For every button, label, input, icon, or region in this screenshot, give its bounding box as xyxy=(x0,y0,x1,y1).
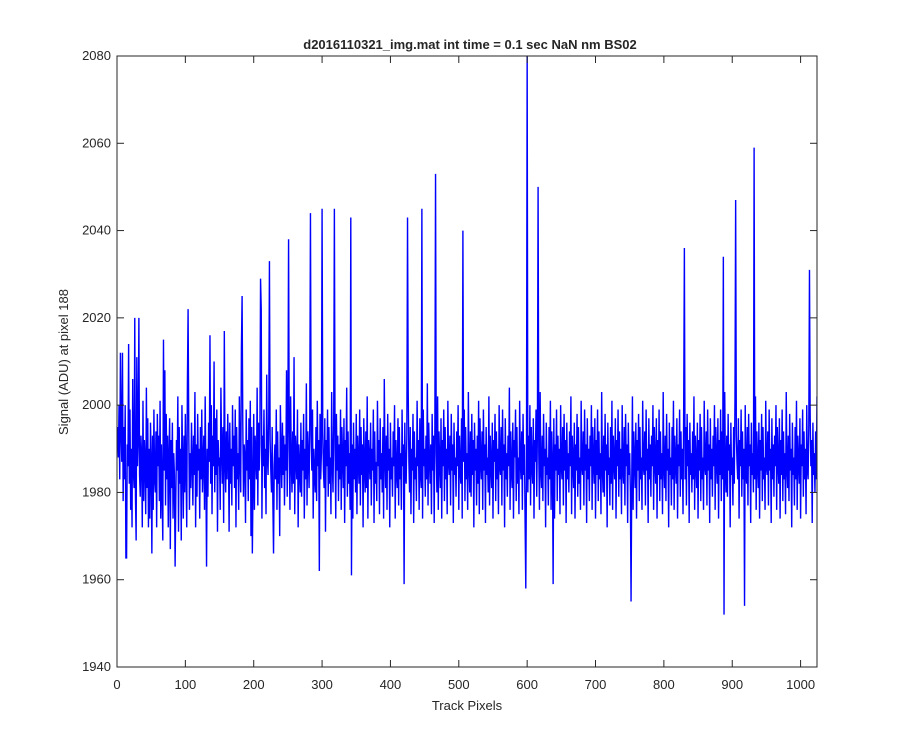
x-tick-label-700: 700 xyxy=(585,677,607,692)
y-tick-label-1980: 1980 xyxy=(82,484,111,499)
y-tick-label-1940: 1940 xyxy=(82,659,111,674)
x-tick-label-1000: 1000 xyxy=(786,677,815,692)
y-tick-label-2000: 2000 xyxy=(82,397,111,412)
y-tick-label-1960: 1960 xyxy=(82,572,111,587)
x-tick-label-200: 200 xyxy=(243,677,265,692)
x-axis-label: Track Pixels xyxy=(432,698,503,713)
y-tick-label-2080: 2080 xyxy=(82,48,111,63)
y-tick-label-2020: 2020 xyxy=(82,310,111,325)
chart-title: d2016110321_img.mat int time = 0.1 sec N… xyxy=(303,37,636,52)
x-tick-label-500: 500 xyxy=(448,677,470,692)
x-tick-label-400: 400 xyxy=(380,677,402,692)
x-tick-label-900: 900 xyxy=(721,677,743,692)
plot-area: 0 100 200 300 400 500 600 700 800 900 1000 1940 1960… xyxy=(82,48,818,692)
axes-background xyxy=(117,56,817,667)
x-tick-label-100: 100 xyxy=(175,677,197,692)
axes-box xyxy=(116,55,818,668)
y-tick-label-2060: 2060 xyxy=(82,135,111,150)
series-line-0 xyxy=(117,56,817,615)
series-layer xyxy=(117,56,817,615)
x-tick-label-800: 800 xyxy=(653,677,675,692)
x-tick-label-600: 600 xyxy=(516,677,538,692)
y-axis-label: Signal (ADU) at pixel 188 xyxy=(56,289,71,435)
ticks-layer: 0 100 200 300 400 500 600 700 800 900 1000 1940 1960… xyxy=(82,48,817,692)
x-tick-label-0: 0 xyxy=(113,677,120,692)
y-tick-label-2040: 2040 xyxy=(82,223,111,238)
x-tick-label-300: 300 xyxy=(311,677,333,692)
